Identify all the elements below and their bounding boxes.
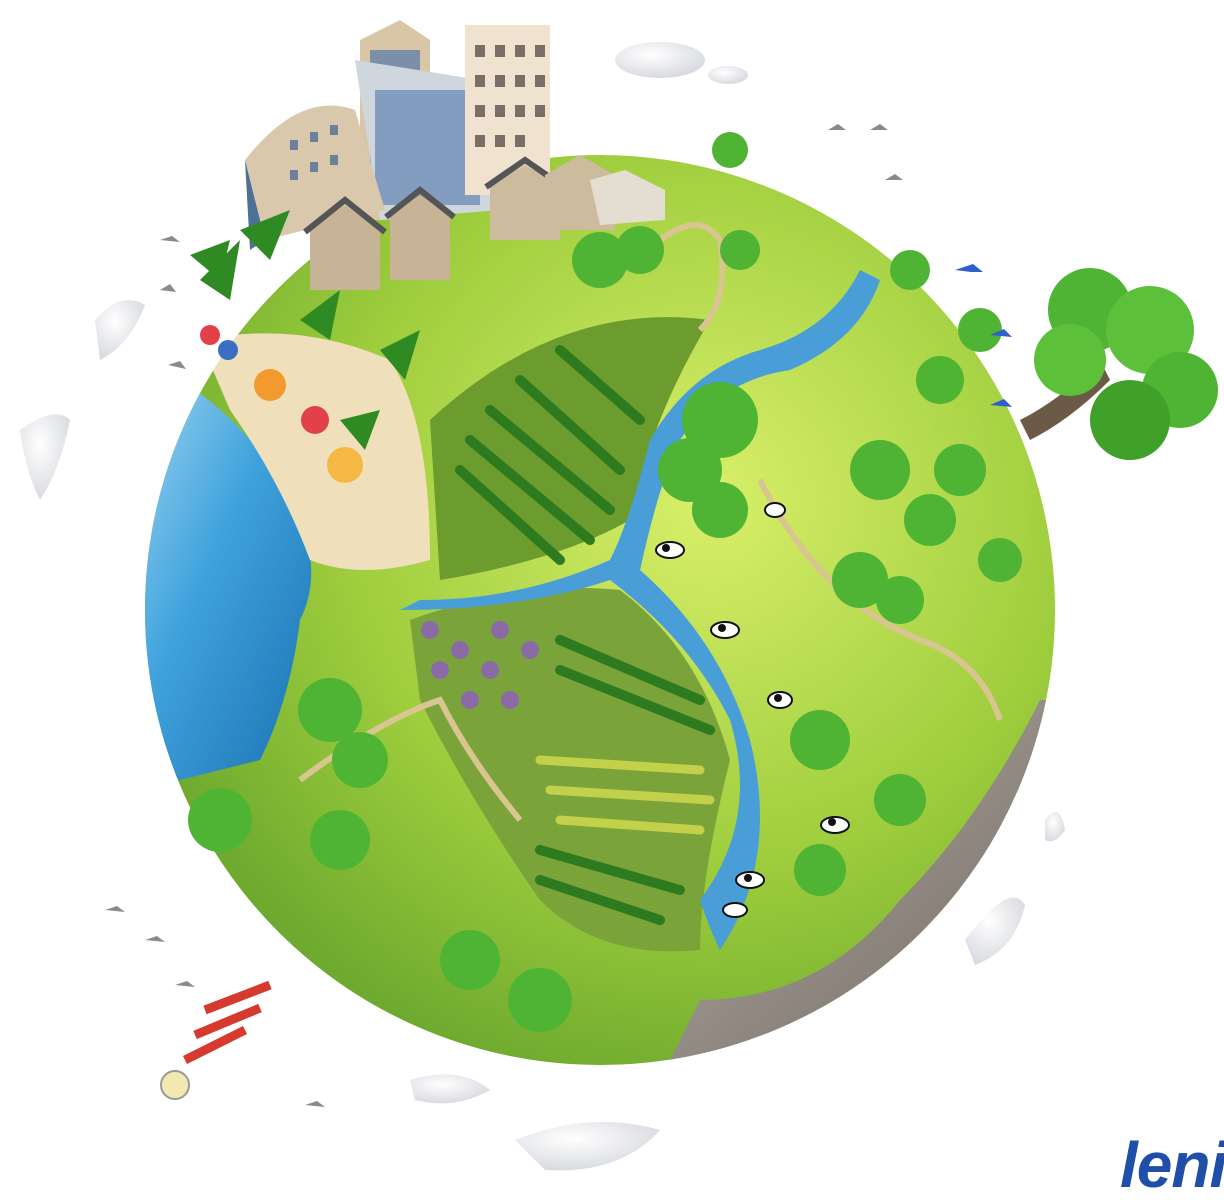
lighthouse-icon [160,970,285,1100]
cow-icon [655,502,850,918]
cloud-icon [20,42,1065,1171]
umbrella-icon [200,325,363,483]
bird-icon [955,264,1012,407]
tree-icon [188,132,1022,1032]
globe-icon [145,20,1218,1065]
bird-icon [105,124,903,1107]
watermark-text: leni [1120,1129,1224,1201]
tree-icon [1020,268,1218,460]
tree-icon [190,210,420,450]
